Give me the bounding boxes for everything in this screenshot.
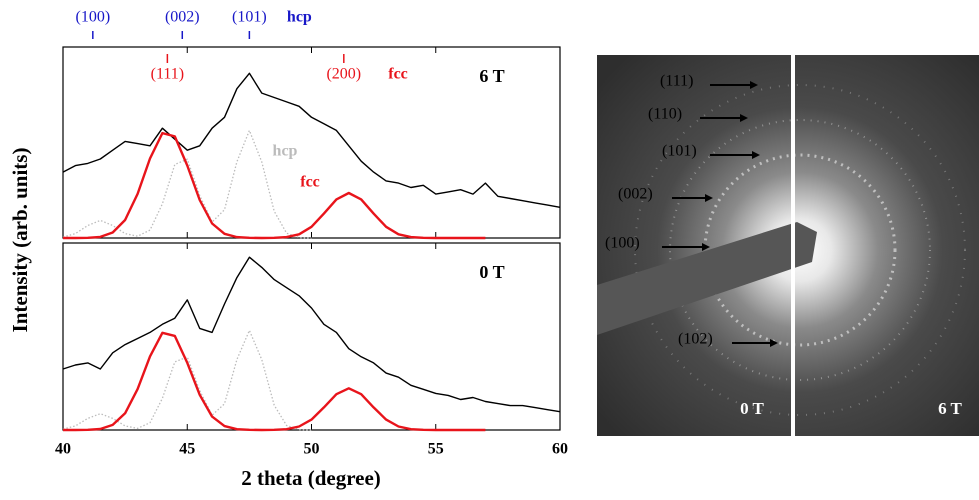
- series-line: [63, 131, 486, 240]
- ring: [634, 84, 966, 416]
- phase-label: fcc: [388, 66, 408, 83]
- x-tick-label: 55: [428, 441, 444, 458]
- panel-label: 0 T: [740, 399, 764, 418]
- ring: [703, 153, 897, 347]
- ring: [669, 119, 931, 381]
- series-label: hcp: [273, 143, 298, 160]
- ring-arrowhead: [750, 81, 758, 89]
- series-line: [62, 129, 312, 239]
- ring-arrowhead: [740, 114, 748, 122]
- series-label: fcc: [300, 174, 320, 191]
- panel-label: 6 T: [938, 399, 962, 418]
- ring-label: (002): [618, 186, 653, 203]
- series-line: [62, 329, 312, 431]
- x-tick-label: 50: [304, 441, 320, 458]
- divider: [791, 55, 795, 436]
- series-line: [62, 256, 561, 413]
- peak-label: (100): [75, 9, 110, 26]
- x-tick-label: 60: [552, 441, 568, 458]
- peak-label: (111): [151, 66, 184, 83]
- diffraction-image: [597, 55, 979, 436]
- x-tick-label: 45: [179, 441, 195, 458]
- ring-arrowhead: [702, 243, 710, 251]
- panel-label: 6 T: [479, 66, 504, 86]
- ring-label: (111): [660, 73, 693, 90]
- series-line: [62, 72, 561, 208]
- peak-label: (101): [232, 9, 267, 26]
- peak-label: (200): [326, 66, 361, 83]
- ring-label: (110): [648, 106, 682, 123]
- peak-label: (002): [165, 9, 200, 26]
- ring-arrowhead: [770, 339, 778, 347]
- beam-stopper: [597, 222, 817, 335]
- ring-arrowhead: [705, 194, 713, 202]
- x-axis-label: 2 theta (degree): [241, 466, 381, 490]
- ring-arrowhead: [752, 151, 760, 159]
- series-line: [63, 331, 486, 432]
- x-tick-label: 40: [55, 441, 71, 458]
- y-axis-label: Intensity (arb. units): [8, 148, 32, 333]
- phase-label: hcp: [287, 9, 312, 26]
- panel-label: 0 T: [479, 262, 504, 282]
- ring-label: (101): [662, 143, 697, 160]
- ring-label: (102): [678, 331, 713, 348]
- ring-label: (100): [605, 235, 640, 252]
